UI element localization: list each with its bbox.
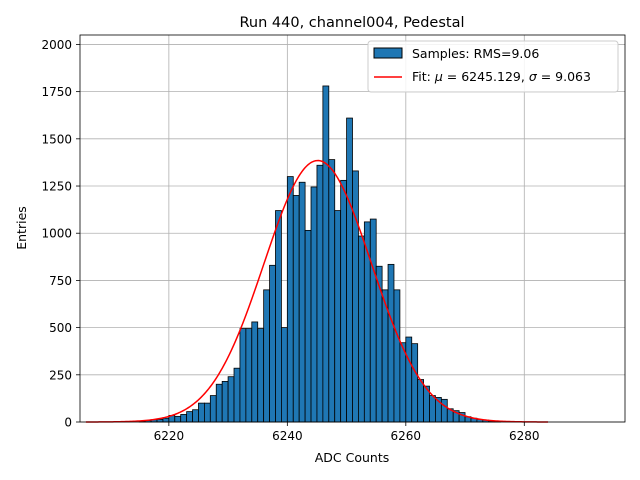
fit-curve	[85, 159, 548, 423]
legend-sigma-value: = 9.063	[537, 69, 591, 84]
chart-title: Run 440, channel004, Pedestal	[239, 15, 464, 31]
y-tick-label: 1250	[41, 180, 72, 194]
y-tick-label: 1500	[41, 132, 72, 146]
histogram-bar	[316, 164, 324, 423]
histogram-bar	[221, 381, 229, 423]
histogram-bar	[209, 395, 217, 423]
y-tick-label: 750	[49, 274, 72, 288]
histogram-bar	[292, 195, 300, 423]
histogram-bar	[346, 117, 353, 423]
legend-mu-value: = 6245.129,	[443, 69, 529, 84]
y-tick-label: 2000	[41, 38, 72, 52]
histogram-bar	[257, 328, 265, 423]
histogram-bar	[239, 328, 247, 423]
histogram-bar	[174, 415, 182, 423]
axes: 6220 6240 6260 6280 0 250 500 750 1000 1250 1500 17…	[41, 34, 626, 443]
legend: Samples: RMS=9.06 Fit: μ = 6245.129, σ =…	[367, 40, 619, 93]
histogram-bars	[138, 85, 501, 423]
histogram-bar	[417, 379, 424, 423]
plot-frame	[79, 34, 626, 423]
histogram-bar	[251, 321, 259, 423]
histogram-bar	[286, 176, 294, 423]
histogram-bar	[399, 342, 407, 423]
histogram-bar	[405, 336, 413, 423]
histogram-bar	[393, 289, 401, 423]
x-axis-label: ADC Counts	[315, 450, 390, 465]
histogram-bar	[328, 159, 336, 423]
x-tick-label: 6280	[509, 429, 540, 443]
histogram-bar	[387, 263, 395, 423]
histogram-bar	[352, 170, 359, 423]
x-tick-label: 6240	[272, 429, 303, 443]
y-tick-label: 0	[64, 416, 72, 430]
histogram-bar	[429, 395, 436, 423]
legend-samples-swatch	[373, 47, 403, 59]
x-tick-label: 6220	[154, 429, 185, 443]
histogram-bar	[192, 409, 199, 423]
histogram-bar	[233, 367, 241, 423]
histogram-bar	[340, 179, 347, 423]
y-tick-label: 1750	[41, 85, 72, 99]
histogram-bar	[358, 235, 365, 423]
histogram-bar	[298, 181, 306, 423]
fit-curve-layer	[85, 159, 548, 423]
legend-mu-symbol: μ	[434, 69, 443, 84]
x-tick-label: 6260	[391, 429, 422, 443]
histogram-bar	[304, 229, 312, 423]
histogram-bar	[269, 264, 276, 423]
histogram-bar	[281, 327, 288, 423]
legend-sigma-symbol: σ	[529, 69, 538, 84]
histogram-bar	[375, 265, 383, 423]
histogram-bar	[310, 186, 318, 423]
histogram-bar	[245, 328, 253, 423]
histogram-bar	[215, 383, 223, 423]
legend-fit-prefix: Fit:	[412, 69, 435, 84]
y-tick-label: 500	[49, 321, 72, 335]
y-tick-label: 1000	[41, 227, 72, 241]
legend-frame	[367, 40, 619, 93]
histogram-bar	[263, 289, 270, 423]
histogram-bar	[227, 376, 235, 423]
histogram-bar	[204, 402, 211, 423]
histogram-bar	[440, 398, 448, 423]
histogram-bar	[198, 402, 205, 423]
histogram-bar	[411, 343, 419, 423]
histogram-bar	[162, 417, 170, 423]
histogram-bar	[180, 414, 188, 423]
histogram-bar	[186, 411, 193, 423]
histogram-bar	[334, 210, 342, 423]
legend-samples-label: Samples: RMS=9.06	[412, 46, 539, 61]
y-tick-label: 250	[49, 368, 72, 382]
histogram-bar	[322, 85, 330, 423]
histogram-bar	[275, 210, 282, 423]
legend-fit-label: Fit: μ = 6245.129, σ = 9.063	[412, 69, 591, 84]
y-axis-label: Entries	[14, 206, 29, 250]
histogram-bar	[369, 218, 377, 423]
